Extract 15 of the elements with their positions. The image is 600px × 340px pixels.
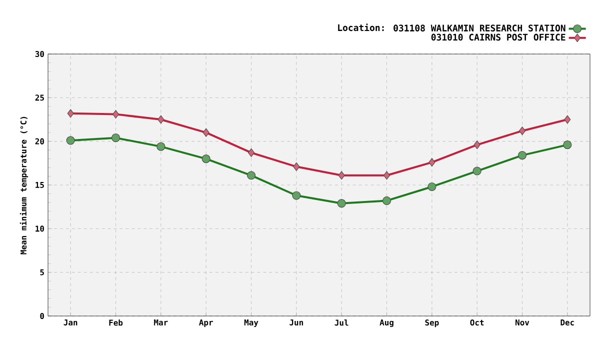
point bbox=[472, 166, 482, 176]
legend-label: 031108 WALKAMIN RESEARCH STATION bbox=[394, 24, 566, 32]
point bbox=[202, 154, 210, 164]
point bbox=[563, 140, 572, 150]
point bbox=[156, 142, 166, 151]
point bbox=[111, 134, 120, 142]
point bbox=[382, 196, 392, 206]
point bbox=[337, 199, 346, 208]
point bbox=[246, 171, 256, 180]
point bbox=[66, 136, 75, 145]
legend-title: Location: bbox=[338, 24, 384, 32]
point bbox=[428, 182, 436, 192]
legend-label: 031010 CAIRNS POST OFFICE bbox=[431, 34, 566, 41]
point bbox=[292, 191, 301, 200]
point bbox=[518, 151, 527, 160]
